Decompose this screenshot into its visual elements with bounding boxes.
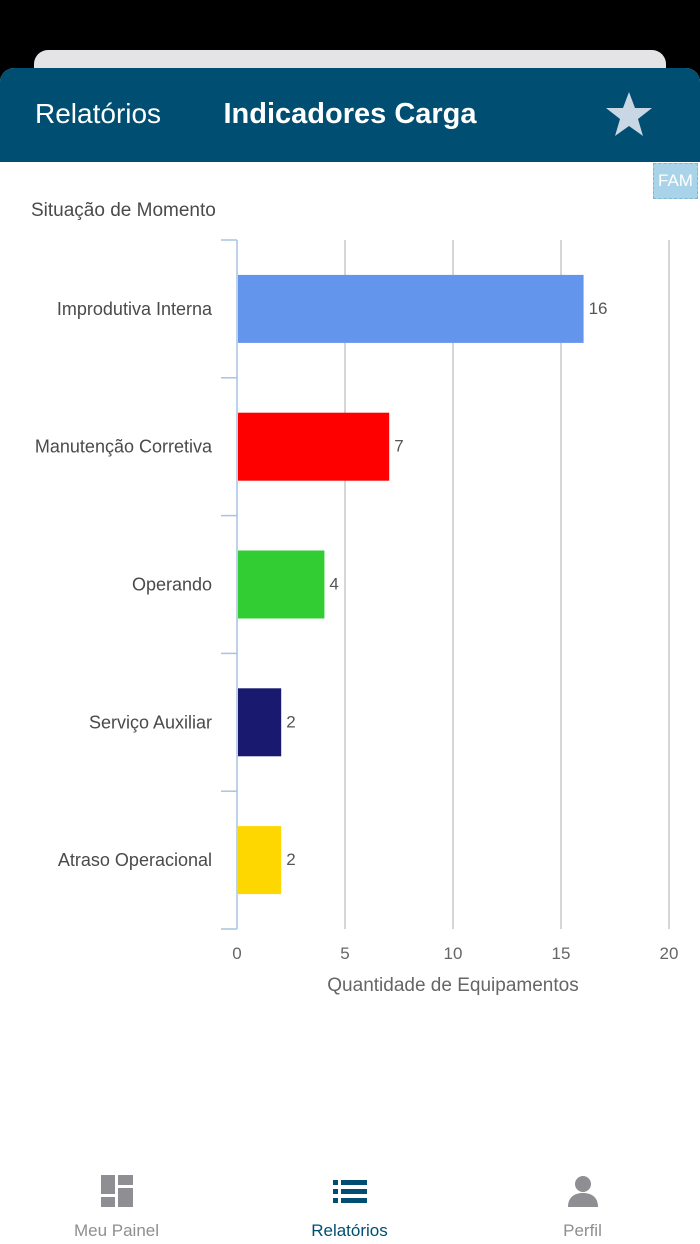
category-label: Improdutiva Interna bbox=[57, 299, 213, 319]
fam-badge[interactable]: FAM bbox=[653, 163, 698, 199]
tab-relatorios[interactable]: Relatórios bbox=[233, 1160, 466, 1244]
x-tick-label: 15 bbox=[552, 944, 571, 963]
navigation-bar: Relatórios Indicadores Carga bbox=[0, 68, 700, 162]
chart-title: Situação de Momento bbox=[31, 200, 216, 221]
data-label: 7 bbox=[394, 437, 403, 456]
tab-label: Perfil bbox=[563, 1221, 602, 1240]
bar bbox=[238, 550, 325, 619]
data-label: 2 bbox=[286, 850, 295, 869]
data-label: 4 bbox=[329, 575, 338, 594]
report-sheet: Relatórios Indicadores Carga FAM Situaçã… bbox=[0, 68, 700, 1244]
category-label: Manutenção Corretiva bbox=[35, 437, 213, 457]
list-icon bbox=[332, 1180, 367, 1203]
dashboard-icon bbox=[100, 1175, 133, 1207]
x-tick-label: 0 bbox=[232, 944, 241, 963]
x-tick-label: 20 bbox=[660, 944, 679, 963]
bar bbox=[238, 412, 390, 481]
tab-perfil[interactable]: Perfil bbox=[466, 1160, 699, 1244]
category-label: Operando bbox=[132, 575, 212, 595]
page-title: Indicadores Carga bbox=[223, 98, 477, 130]
category-label: Atraso Operacional bbox=[58, 850, 212, 870]
bar-chart: Improdutiva Interna 16 Manutenção Corretiv… bbox=[35, 239, 679, 996]
bar bbox=[238, 688, 282, 757]
bar bbox=[238, 826, 282, 895]
x-tick-label: 10 bbox=[444, 944, 463, 963]
person-icon bbox=[567, 1176, 598, 1207]
tab-meu-painel[interactable]: Meu Painel bbox=[0, 1160, 233, 1244]
tab-label: Relatórios bbox=[311, 1221, 388, 1240]
x-axis-title: Quantidade de Equipamentos bbox=[327, 975, 578, 996]
bar bbox=[238, 274, 584, 343]
star-icon[interactable] bbox=[604, 90, 654, 140]
data-label: 2 bbox=[286, 712, 295, 731]
back-button[interactable]: Relatórios bbox=[35, 98, 162, 129]
tab-bar: Meu Painel Relatórios Perfil bbox=[0, 1160, 700, 1244]
x-tick-label: 5 bbox=[340, 944, 349, 963]
tab-label: Meu Painel bbox=[73, 1221, 160, 1240]
data-label: 16 bbox=[589, 299, 608, 318]
category-label: Serviço Auxiliar bbox=[89, 712, 212, 732]
